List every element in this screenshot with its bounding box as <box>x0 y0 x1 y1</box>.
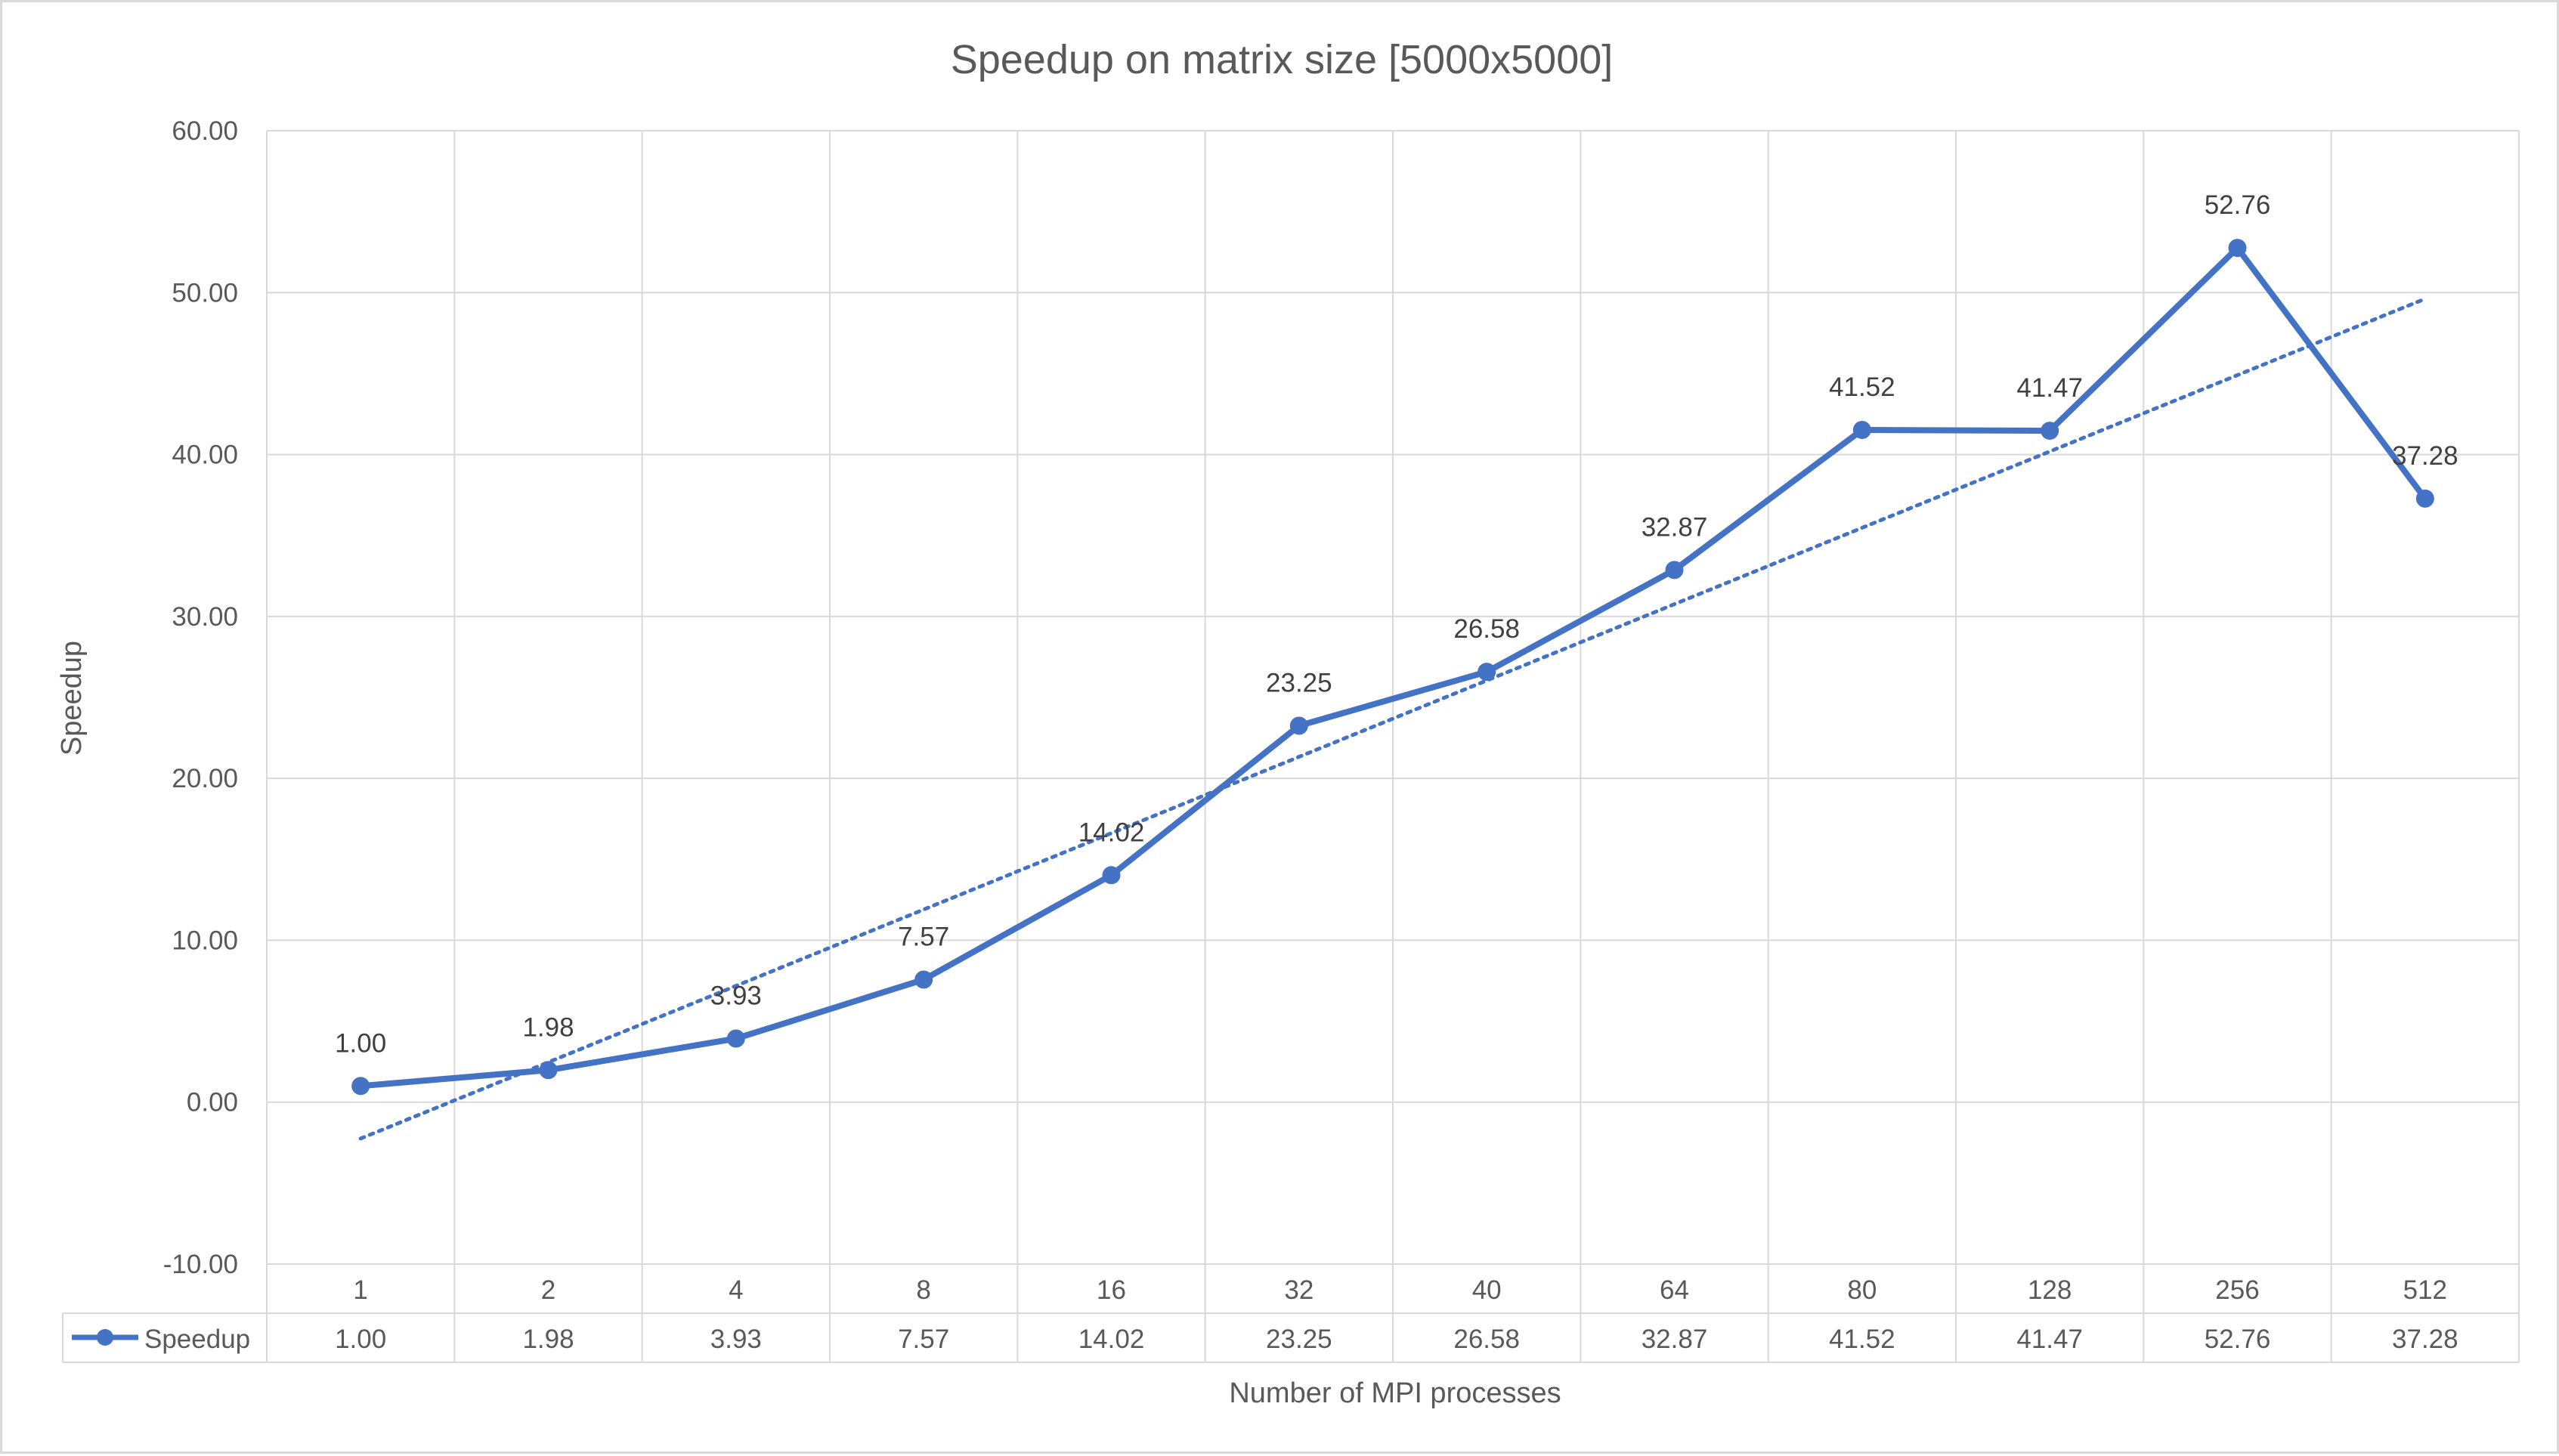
data-point <box>2415 489 2434 508</box>
data-table: 1 1.00 2 1.98 4 3.93 8 7.57 16 14.02 32 23.25 40 26.5… <box>62 1275 2519 1363</box>
data-label: 14.02 <box>1078 818 1145 847</box>
x-tick-label: 128 <box>2028 1275 2072 1305</box>
data-point <box>1665 561 1684 580</box>
table-cell-value: 41.52 <box>1829 1325 1895 1354</box>
data-point <box>2228 239 2247 258</box>
table-cell-value: 1.00 <box>335 1325 386 1354</box>
data-point <box>2041 422 2059 441</box>
table-cell-value: 23.25 <box>1266 1325 1332 1354</box>
series-line <box>357 245 2428 1090</box>
y-tick-label: 40.00 <box>172 441 238 470</box>
data-point <box>539 1061 558 1080</box>
x-tick-label: 16 <box>1097 1275 1126 1305</box>
data-label: 7.57 <box>898 923 949 952</box>
data-label: 3.93 <box>710 981 762 1011</box>
x-tick-label: 1 <box>353 1275 367 1305</box>
data-point <box>1852 421 1871 439</box>
y-tick-label: 10.00 <box>172 926 238 955</box>
table-cell-value: 41.47 <box>2016 1325 2083 1354</box>
data-labels: 1.00 1.98 3.93 7.57 14.02 23.25 26.58 32.87 41.5… <box>335 190 2458 1058</box>
data-label: 1.00 <box>335 1028 386 1058</box>
table-cell-value: 14.02 <box>1078 1325 1145 1354</box>
data-point <box>726 1029 745 1048</box>
data-label: 1.98 <box>522 1012 574 1042</box>
x-tick-label: 40 <box>1472 1275 1502 1305</box>
data-label: 37.28 <box>2392 441 2458 471</box>
y-tick-label: -10.00 <box>163 1250 238 1279</box>
data-label: 26.58 <box>1453 614 1520 644</box>
trendline <box>358 296 2427 1141</box>
y-tick-label: 50.00 <box>172 278 238 308</box>
data-label: 52.76 <box>2205 190 2271 220</box>
x-tick-label: 80 <box>1847 1275 1877 1305</box>
data-label: 41.52 <box>1829 373 1895 402</box>
x-tick-label: 8 <box>916 1275 930 1305</box>
table-cell-value: 7.57 <box>898 1325 949 1354</box>
y-tick-label: 20.00 <box>172 764 238 793</box>
table-cell-value: 3.93 <box>710 1325 762 1354</box>
x-tick-label: 256 <box>2215 1275 2259 1305</box>
trendline-linear <box>358 296 2427 1141</box>
series-speedup <box>351 239 2434 1096</box>
data-point <box>914 970 933 989</box>
y-axis-title: Speedup <box>56 641 88 756</box>
table-cell-value: 37.28 <box>2392 1325 2458 1354</box>
data-point <box>351 1077 370 1096</box>
y-tick-label: 0.00 <box>187 1088 238 1118</box>
table-cell-value: 32.87 <box>1642 1325 1708 1354</box>
table-cell-value: 26.58 <box>1453 1325 1520 1354</box>
x-axis-title: Number of MPI processes <box>1229 1377 1561 1409</box>
legend-marker-key <box>97 1329 113 1346</box>
data-label: 41.47 <box>2016 373 2083 403</box>
data-label: 23.25 <box>1266 669 1332 698</box>
gridlines <box>266 130 2520 1362</box>
data-point <box>1102 866 1121 885</box>
data-point <box>1478 663 1496 682</box>
table-cell-value: 1.98 <box>522 1325 574 1354</box>
y-tick-label: 30.00 <box>172 602 238 632</box>
x-tick-label: 64 <box>1660 1275 1689 1305</box>
data-point <box>1289 716 1308 735</box>
x-tick-label: 512 <box>2403 1275 2447 1305</box>
table-cell-value: 52.76 <box>2205 1325 2271 1354</box>
x-tick-label: 32 <box>1284 1275 1314 1305</box>
chart-title: Speedup on matrix size [5000x5000] <box>951 37 1614 82</box>
y-tick-label: 60.00 <box>172 116 238 146</box>
y-axis-tick-labels: -10.00 0.00 10.00 20.00 30.00 40.00 50.00 60.00 <box>163 116 238 1279</box>
x-tick-label: 2 <box>541 1275 555 1305</box>
legend-series-name: Speedup <box>144 1325 250 1354</box>
data-label: 32.87 <box>1642 512 1708 542</box>
x-tick-label: 4 <box>729 1275 743 1305</box>
